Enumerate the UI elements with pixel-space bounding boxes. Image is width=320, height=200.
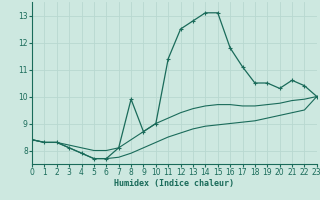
X-axis label: Humidex (Indice chaleur): Humidex (Indice chaleur)	[115, 179, 234, 188]
